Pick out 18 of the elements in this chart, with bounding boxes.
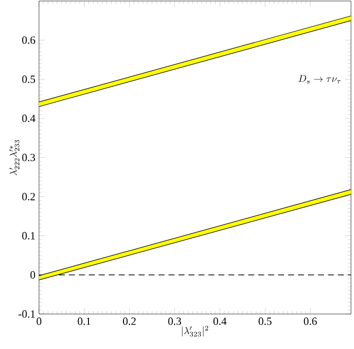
- y-tick-label: -0.1: [18, 310, 35, 318]
- y-tick-label: 0.4: [22, 114, 36, 122]
- x-tick-label: 0: [36, 318, 42, 325]
- y-tick-label: 0.2: [22, 192, 35, 200]
- x-tick-label: 0.3: [168, 318, 182, 325]
- x-tick-label: 0.2: [123, 318, 136, 325]
- y-tick-label: 0.5: [22, 76, 36, 83]
- y-tick-label: 0: [30, 271, 36, 279]
- x-tick-label: 0.4: [213, 318, 227, 325]
- y-tick-label: 0.3: [22, 154, 36, 162]
- annotation: $D_s \to \tau\nu_\tau$: [298, 75, 341, 84]
- x-tick-label: 0.1: [78, 318, 90, 325]
- x-tick-label: 0.6: [304, 318, 317, 325]
- x-tick-label: 0.5: [258, 318, 272, 325]
- y-tick-label: 0.6: [22, 36, 36, 44]
- y-axis-title: $\lambda'_{222}\lambda'^{*}_{233}$: [9, 140, 20, 176]
- x-axis-title: $|\lambda'_{323}|^2$: [182, 326, 208, 337]
- y-tick-label: 0.1: [22, 232, 35, 240]
